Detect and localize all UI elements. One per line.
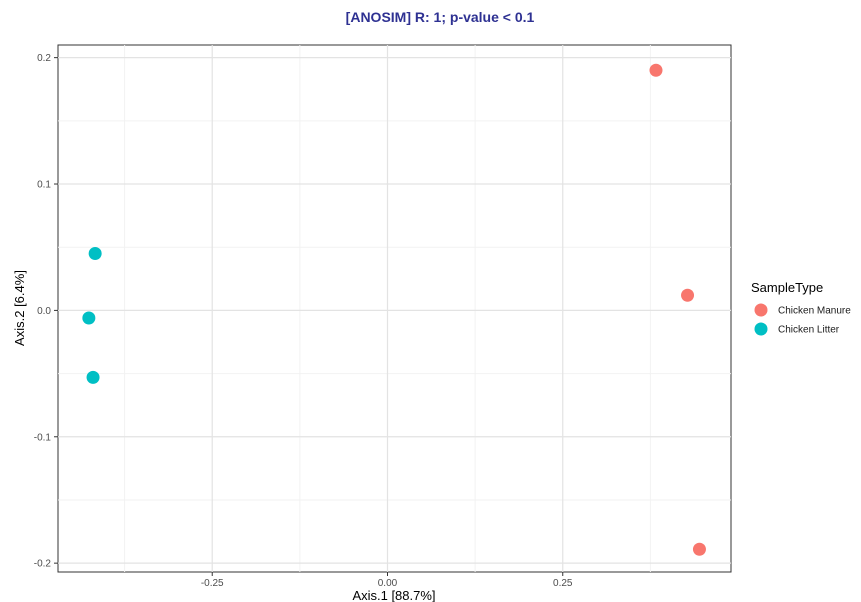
legend: SampleType Chicken Manure Chicken Litter [751,280,851,336]
legend-items: Chicken Manure Chicken Litter [754,303,851,336]
chicken-litter-point [88,247,102,261]
legend-label-chicken-manure: Chicken Manure [778,306,851,317]
y-axis-title: Axis.2 [6.4%] [12,270,27,346]
y-tick-label: 0.2 [37,53,51,64]
chicken-manure-point [649,63,663,77]
x-axis-ticks: -0.25 0.00 0.25 [201,572,573,589]
y-tick-label: 0.1 [37,180,51,191]
chicken-manure-point [692,542,706,556]
plot-panel [57,44,732,573]
legend-key-chicken-litter [754,322,768,336]
chicken-litter-point [82,311,96,325]
y-tick-label: 0.0 [37,306,51,317]
grid-major-lines [58,45,731,572]
chicken-litter-point [86,370,100,384]
y-tick-label: -0.1 [34,432,52,443]
chart-title: [ANOSIM] R: 1; p-value < 0.1 [346,9,535,25]
chicken-manure-point [681,288,695,302]
data-points [82,63,706,556]
legend-key-chicken-manure [754,303,768,317]
x-axis-title: Axis.1 [88.7%] [352,588,435,602]
legend-title: SampleType [751,280,823,295]
x-tick-label: 0.25 [553,578,573,589]
grid-minor-lines [58,45,731,572]
x-tick-label: -0.25 [201,578,224,589]
y-axis-ticks: 0.2 0.1 0.0 -0.1 -0.2 [34,53,58,570]
y-tick-label: -0.2 [34,559,52,570]
x-tick-label: 0.00 [378,578,398,589]
legend-label-chicken-litter: Chicken Litter [778,325,840,336]
